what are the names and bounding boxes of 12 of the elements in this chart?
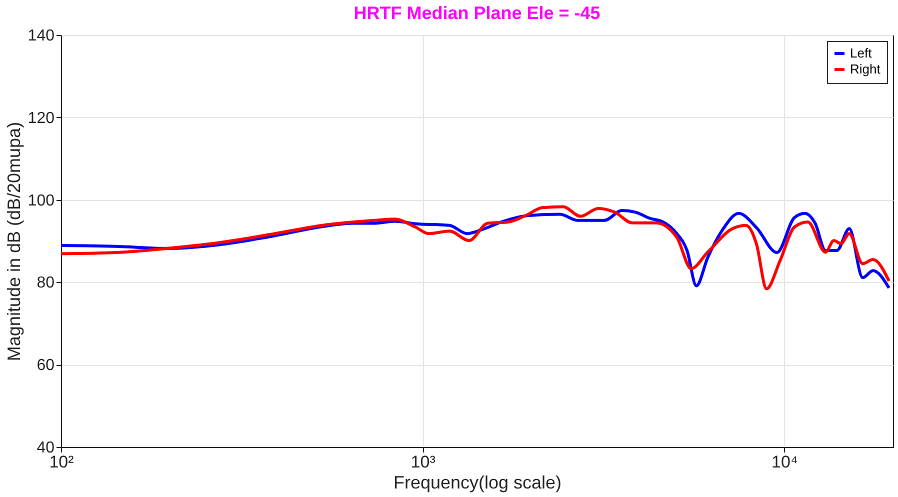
y-tick-label: 100 — [28, 192, 55, 210]
x-tick-label: 10³ — [410, 452, 436, 472]
x-tick-label: 10⁴ — [772, 452, 798, 472]
y-tick-label: 140 — [28, 28, 55, 44]
y-tick-label: 80 — [36, 274, 55, 292]
legend-label: Right — [850, 62, 881, 76]
chart-title: HRTF Median Plane Ele = -45 — [354, 3, 600, 23]
y-tick-label: 120 — [28, 110, 55, 127]
x-axis-title: Frequency(log scale) — [393, 472, 562, 492]
legend-label: Left — [850, 46, 872, 60]
y-axis-title: Magnitude in dB (dB/20mupa) — [4, 122, 24, 362]
y-tick-label: 60 — [36, 357, 55, 374]
